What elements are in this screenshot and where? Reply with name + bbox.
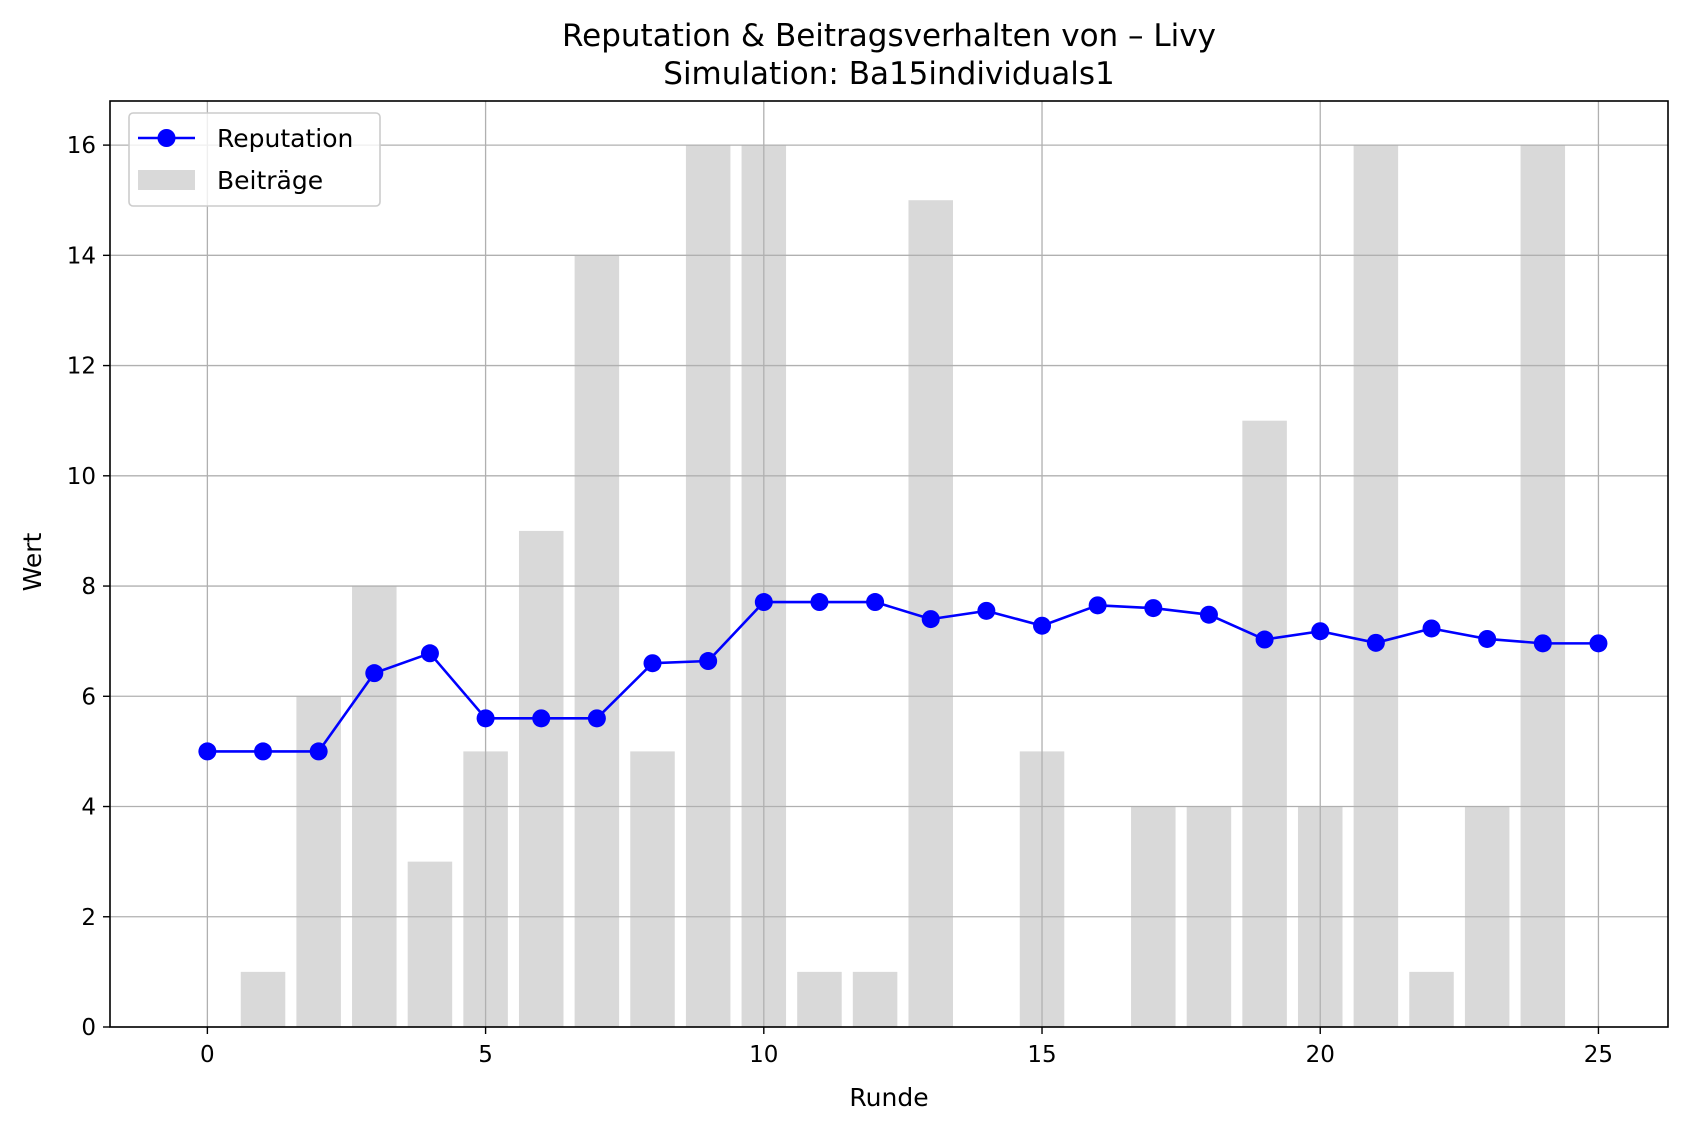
reputation-line [207,600,1599,753]
line-layer [198,593,1608,761]
y-tick-label: 16 [67,133,96,159]
y-tick-label: 10 [67,464,96,490]
beitraege-bar [240,971,286,1027]
y-tick-label: 4 [81,795,96,821]
legend: Reputation Beiträge [128,112,381,207]
reputation-point [309,742,328,761]
beitraege-bar [630,751,675,1027]
reputation-point [198,742,217,761]
x-tick-label: 0 [200,1042,215,1068]
y-tick-label: 6 [81,684,96,710]
legend-beitraege-swatch [138,170,195,190]
beitraege-bar [518,530,564,1027]
legend-label-reputation: Reputation [217,124,353,153]
legend-reputation-marker [157,129,176,147]
beitraege-bar [407,861,453,1027]
reputation-point [1589,634,1608,653]
reputation-point [476,709,495,728]
reputation-point [643,654,662,673]
reputation-point [921,610,940,629]
reputation-point [1255,630,1274,649]
y-tick-label: 2 [81,905,96,931]
reputation-point [1311,622,1330,641]
reputation-point [532,709,551,728]
beitraege-bar [1242,420,1287,1027]
beitraege-bar [797,971,842,1027]
reputation-point [1088,596,1107,615]
reputation-point [587,709,606,728]
reputation-point [866,593,885,612]
reputation-point [1144,599,1163,618]
y-tick-label: 0 [81,1015,96,1041]
y-tick-label: 8 [81,574,96,600]
reputation-point [1422,619,1441,638]
beitraege-bar [574,255,620,1028]
legend-label-beitraege: Beiträge [217,166,323,195]
chart-subtitle: Simulation: Ba15individuals1 [663,56,1114,92]
reputation-point [754,593,773,612]
x-axis-label: Runde [849,1083,928,1112]
beitraege-bar [852,971,898,1027]
x-tick-label: 25 [1584,1042,1613,1068]
x-tick-label: 5 [478,1042,493,1068]
reputation-point [699,652,718,671]
x-tick-label: 10 [749,1042,778,1068]
reputation-point [1478,629,1497,648]
reputation-point [1533,634,1552,653]
y-tick-label: 12 [67,354,96,380]
reputation-point [977,601,996,620]
x-tick-label: 20 [1306,1042,1335,1068]
ticks-layer: 0 5 10 15 20 25 0 2 4 6 8 10 12 14 16 [67,133,1613,1068]
x-tick-label: 15 [1027,1042,1056,1068]
reputation-point [420,644,439,663]
reputation-point [254,742,273,761]
reputation-point [1033,616,1052,635]
reputation-point [810,593,829,612]
chart-title: Reputation & Beitragsverhalten von – Liv… [562,18,1216,54]
reputation-point [365,664,384,683]
y-tick-label: 14 [67,243,96,269]
reputation-point [1199,605,1218,624]
reputation-point [1366,633,1385,652]
y-axis-label: Wert [18,532,47,591]
beitraege-bar [1409,971,1454,1027]
plot-frame [109,100,1669,1028]
